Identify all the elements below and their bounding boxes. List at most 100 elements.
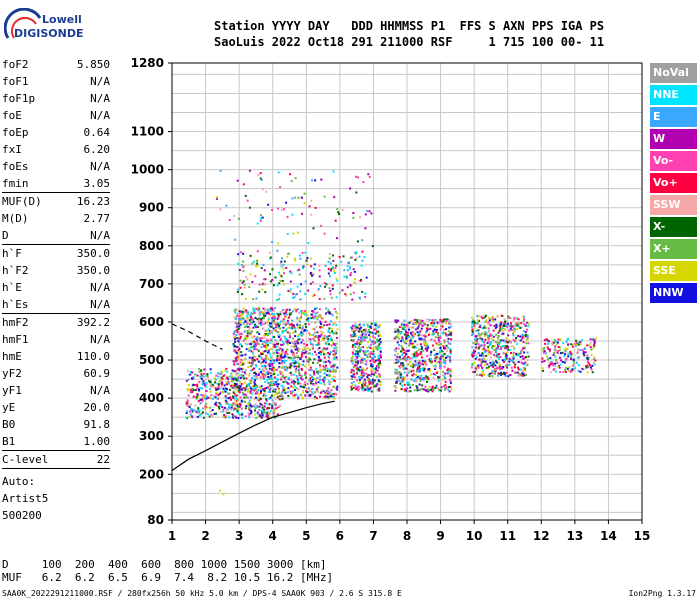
data-point bbox=[234, 349, 237, 352]
param-value: 5.850 bbox=[76, 58, 110, 71]
data-point bbox=[271, 362, 274, 365]
data-point bbox=[285, 266, 288, 269]
data-point bbox=[234, 407, 237, 410]
data-point bbox=[358, 328, 361, 331]
data-point bbox=[309, 338, 312, 341]
data-point bbox=[482, 317, 485, 320]
data-point bbox=[325, 348, 328, 351]
data-point bbox=[403, 355, 406, 358]
data-point bbox=[366, 349, 369, 352]
data-point bbox=[512, 327, 515, 330]
data-point bbox=[357, 389, 360, 392]
data-point bbox=[255, 389, 258, 392]
data-point bbox=[318, 343, 321, 346]
data-point bbox=[271, 369, 274, 372]
data-point bbox=[195, 397, 198, 400]
data-point bbox=[256, 339, 259, 342]
data-point bbox=[317, 289, 320, 292]
data-point bbox=[290, 362, 293, 365]
data-point bbox=[272, 361, 275, 364]
data-point bbox=[290, 373, 293, 376]
data-point bbox=[264, 291, 267, 294]
legend-item-vo-: Vo+ bbox=[650, 173, 697, 193]
data-point bbox=[277, 334, 280, 337]
data-point bbox=[253, 335, 256, 338]
data-point bbox=[445, 333, 448, 336]
data-point bbox=[523, 315, 526, 318]
data-point bbox=[412, 346, 415, 349]
data-point bbox=[448, 356, 451, 359]
data-point bbox=[487, 330, 490, 333]
data-point bbox=[323, 356, 326, 359]
data-point bbox=[274, 329, 277, 332]
data-point bbox=[279, 347, 282, 350]
data-point bbox=[239, 311, 242, 314]
data-point bbox=[421, 378, 424, 381]
data-point bbox=[236, 331, 239, 334]
data-point bbox=[401, 384, 404, 387]
data-point bbox=[352, 329, 355, 332]
data-point bbox=[256, 336, 259, 339]
data-point bbox=[506, 322, 509, 325]
data-point bbox=[294, 381, 297, 384]
data-point bbox=[239, 386, 242, 389]
data-point bbox=[248, 325, 251, 328]
data-point bbox=[324, 364, 327, 367]
data-point bbox=[519, 368, 522, 371]
data-point bbox=[244, 353, 247, 356]
data-point bbox=[295, 365, 298, 368]
data-point bbox=[279, 356, 282, 359]
data-point bbox=[435, 328, 438, 331]
data-point bbox=[285, 368, 288, 371]
data-point bbox=[193, 409, 196, 412]
data-point bbox=[191, 415, 194, 418]
data-point bbox=[507, 334, 510, 337]
data-point bbox=[244, 357, 247, 360]
data-point bbox=[217, 394, 220, 397]
data-point bbox=[313, 395, 316, 398]
data-point bbox=[265, 367, 268, 370]
data-point bbox=[192, 376, 195, 379]
data-point bbox=[581, 367, 584, 370]
data-point bbox=[327, 267, 330, 270]
data-point bbox=[318, 395, 321, 398]
data-point bbox=[243, 310, 246, 313]
data-point bbox=[257, 389, 260, 392]
data-point bbox=[311, 353, 314, 356]
data-point bbox=[330, 389, 333, 392]
data-point bbox=[296, 361, 299, 364]
data-point bbox=[436, 343, 439, 346]
data-point bbox=[238, 325, 241, 328]
data-point bbox=[351, 345, 354, 348]
data-point bbox=[418, 388, 421, 391]
data-point bbox=[277, 331, 280, 334]
data-point bbox=[189, 388, 192, 391]
data-point bbox=[270, 376, 273, 379]
data-point bbox=[238, 310, 241, 313]
data-point bbox=[270, 381, 273, 384]
data-point bbox=[298, 319, 301, 322]
data-point bbox=[347, 261, 350, 264]
data-point bbox=[523, 346, 526, 349]
data-point bbox=[222, 416, 225, 419]
data-point bbox=[311, 313, 314, 316]
data-point bbox=[374, 332, 377, 335]
data-point bbox=[316, 331, 319, 334]
data-point bbox=[267, 357, 270, 360]
data-point bbox=[487, 365, 490, 368]
data-point bbox=[323, 337, 326, 340]
data-point bbox=[445, 321, 448, 324]
data-point bbox=[374, 371, 377, 374]
data-point bbox=[568, 366, 571, 369]
data-point bbox=[353, 270, 356, 273]
data-point bbox=[308, 368, 311, 371]
data-point bbox=[239, 323, 242, 326]
data-point bbox=[546, 346, 549, 349]
data-point bbox=[427, 377, 430, 380]
data-point bbox=[225, 410, 228, 413]
data-point bbox=[449, 379, 452, 382]
data-point bbox=[351, 362, 354, 365]
data-point bbox=[326, 389, 329, 392]
param-label: yE bbox=[2, 401, 16, 414]
data-point bbox=[252, 378, 255, 381]
